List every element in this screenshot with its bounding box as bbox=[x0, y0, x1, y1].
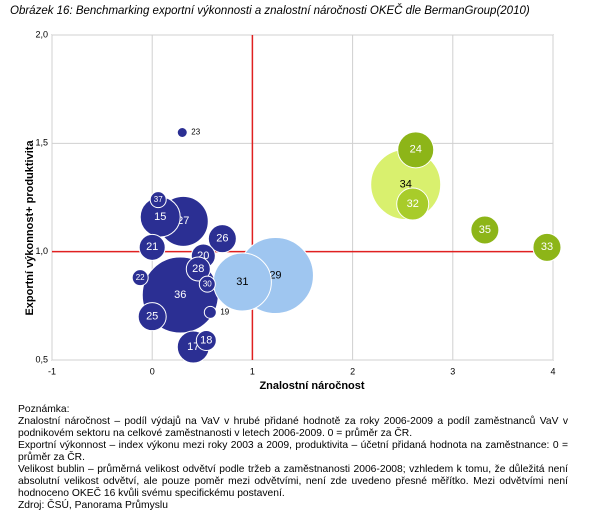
bubble bbox=[131, 269, 149, 287]
bubble-label: 25 bbox=[146, 311, 158, 323]
bubble-label: 30 bbox=[203, 279, 212, 288]
notes: Poznámka: Znalostní náročnost – podíl výd… bbox=[18, 404, 568, 512]
bubble-label: 24 bbox=[410, 144, 422, 156]
bubble-label: 26 bbox=[216, 233, 228, 245]
x-tick-label: 3 bbox=[450, 366, 455, 376]
bubble-label: 15 bbox=[154, 211, 166, 223]
x-tick-label: -1 bbox=[48, 366, 56, 376]
y-tick-label: 1,5 bbox=[35, 138, 48, 148]
note-line: Poznámka: bbox=[18, 404, 70, 415]
y-tick-label: 1,0 bbox=[35, 246, 48, 256]
bubble bbox=[397, 131, 435, 169]
x-tick-label: 4 bbox=[550, 366, 555, 376]
bubble bbox=[396, 187, 430, 221]
x-tick-label: 1 bbox=[250, 366, 255, 376]
note-line: Zdroj: ČSÚ, Panorama Průmyslu bbox=[18, 500, 168, 511]
bubble-label: 35 bbox=[479, 224, 491, 236]
bubble-label: 32 bbox=[407, 198, 419, 210]
bubble bbox=[470, 215, 500, 245]
plot-area bbox=[51, 34, 554, 361]
bubble bbox=[185, 256, 211, 282]
bubble-label: 23 bbox=[191, 128, 200, 137]
bubble-label: 21 bbox=[146, 241, 158, 253]
bubble-label: 37 bbox=[154, 195, 163, 204]
bubble bbox=[138, 233, 166, 261]
bubble bbox=[137, 302, 167, 332]
x-axis-label: Znalostní náročnost bbox=[259, 380, 364, 392]
bubble bbox=[176, 127, 188, 138]
bubble bbox=[532, 232, 562, 262]
bubble-label: 29 bbox=[269, 269, 281, 281]
x-tick-label: 0 bbox=[150, 366, 155, 376]
chart: Obrázek 16: Benchmarking exportní výkonn… bbox=[10, 4, 562, 392]
bubble-label: 17 bbox=[187, 341, 199, 353]
y-axis-label: Exportní výkonnost+ produktivita bbox=[24, 140, 36, 316]
bubble bbox=[203, 305, 217, 319]
bubble-label: 33 bbox=[541, 241, 553, 253]
chart-title: Obrázek 16: Benchmarking exportní výkonn… bbox=[10, 4, 530, 17]
bubble bbox=[195, 330, 217, 351]
note-line: Velikost bublin – průměrná velikost odvě… bbox=[18, 464, 568, 499]
y-tick-label: 0,5 bbox=[35, 354, 48, 364]
x-tick-label: 2 bbox=[350, 366, 355, 376]
bubble-label: 18 bbox=[200, 334, 212, 346]
bubble-label: 28 bbox=[192, 263, 204, 275]
bubble bbox=[207, 224, 237, 254]
bubble-label: 34 bbox=[400, 178, 412, 190]
bubble-label: 36 bbox=[174, 289, 186, 301]
bubble-label: 19 bbox=[220, 307, 229, 316]
bubble bbox=[149, 191, 167, 209]
note-line: Znalostní náročnost – podíl výdajů na Va… bbox=[18, 416, 568, 439]
note-line: Exportní výkonnost – index výkonu mezi r… bbox=[18, 440, 568, 463]
bubble-label: 31 bbox=[236, 276, 248, 288]
y-tick-label: 2,0 bbox=[35, 29, 48, 39]
bubble bbox=[198, 275, 216, 293]
bubble-label: 22 bbox=[136, 273, 145, 282]
